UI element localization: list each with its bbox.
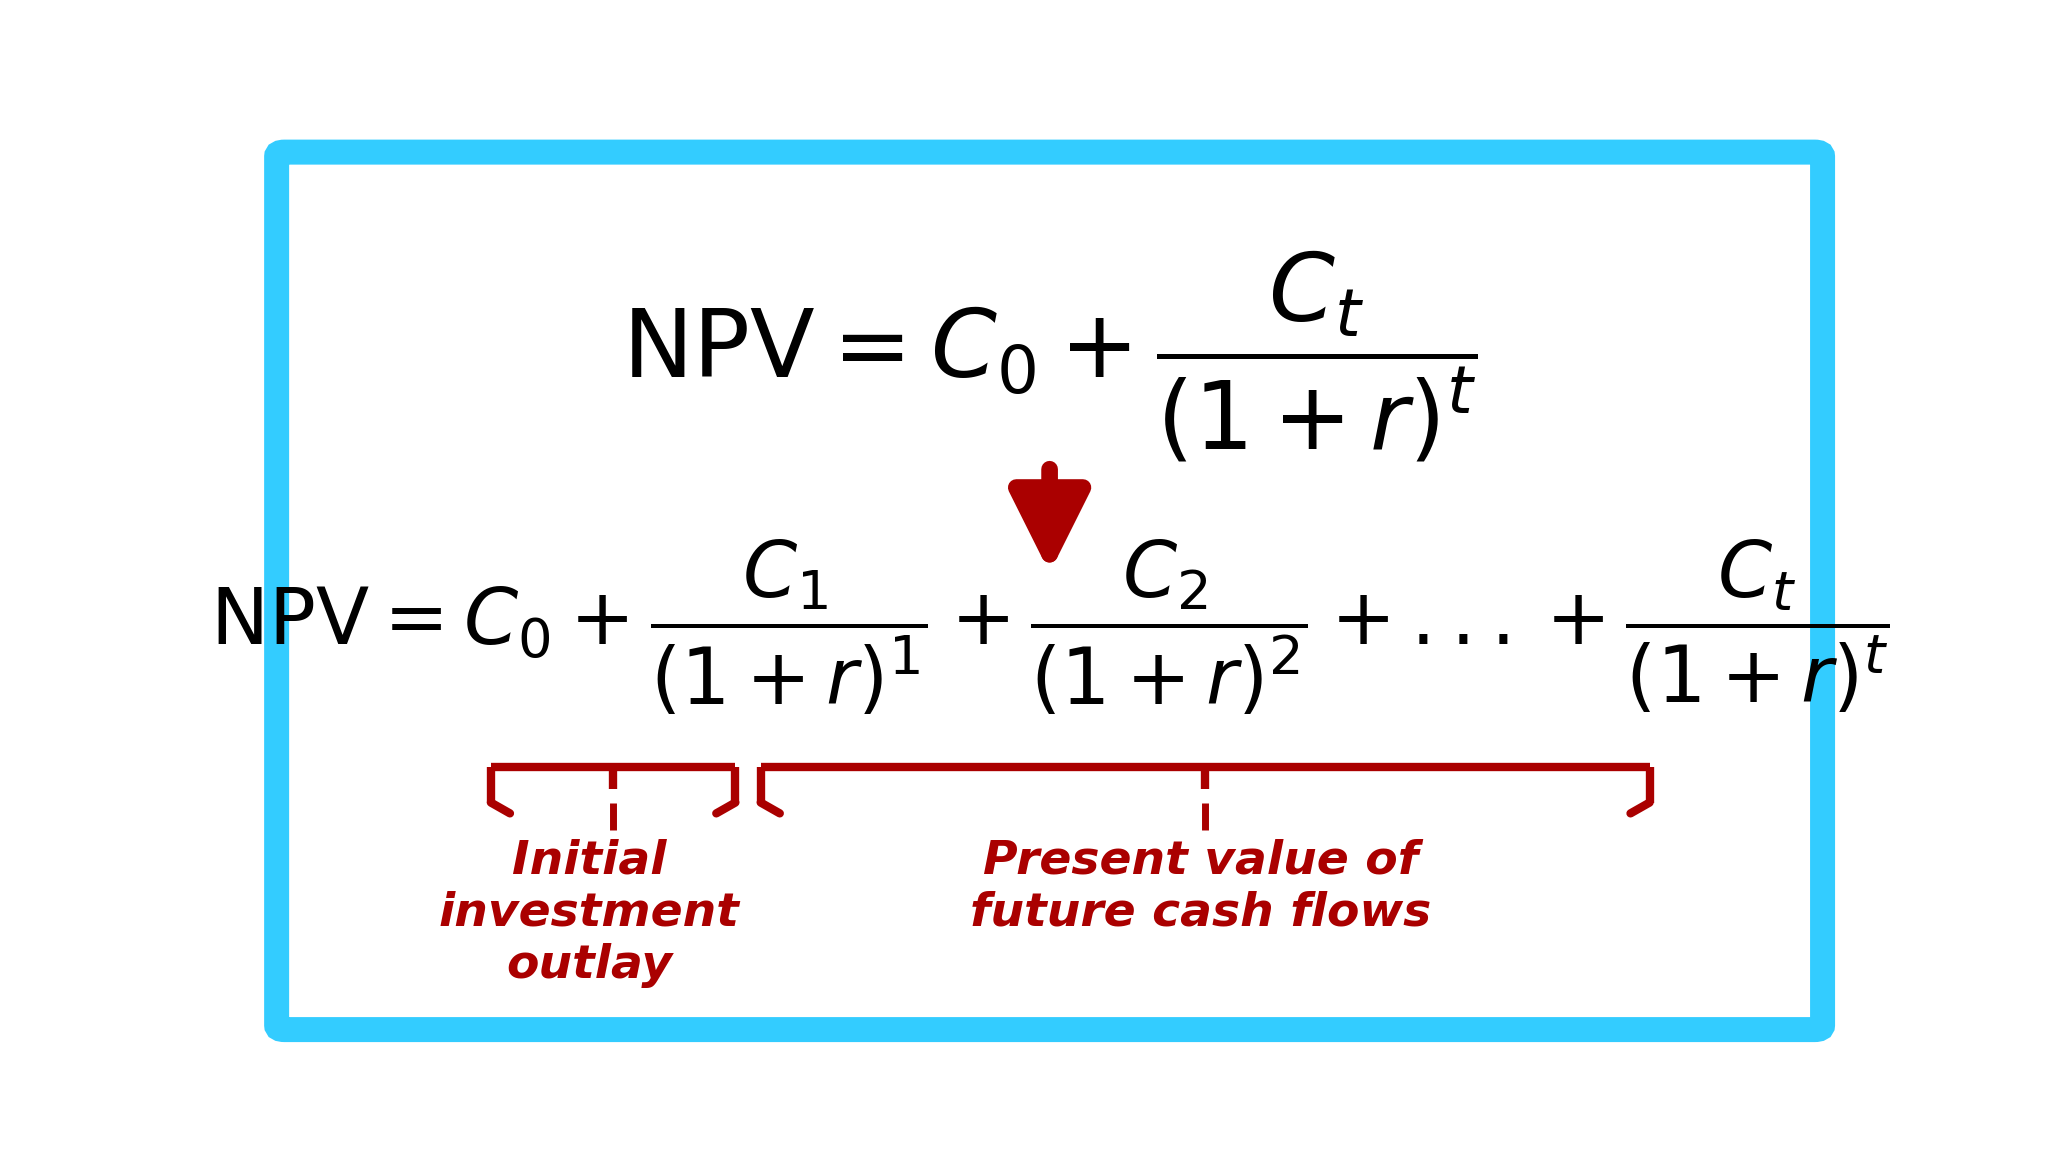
Text: $\mathrm{NPV} = C_0 + \dfrac{C_1}{(1+r)^1} + \dfrac{C_2}{(1+r)^2} + ...+ \dfrac{: $\mathrm{NPV} = C_0 + \dfrac{C_1}{(1+r)^… (209, 537, 1890, 717)
FancyBboxPatch shape (276, 152, 1823, 1030)
Text: Present value of
future cash flows: Present value of future cash flows (971, 839, 1432, 936)
Text: $\mathrm{NPV} = C_0 + \dfrac{C_t}{(1+r)^t}$: $\mathrm{NPV} = C_0 + \dfrac{C_t}{(1+r)^… (623, 249, 1477, 464)
Text: Initial
investment
outlay: Initial investment outlay (438, 839, 739, 987)
